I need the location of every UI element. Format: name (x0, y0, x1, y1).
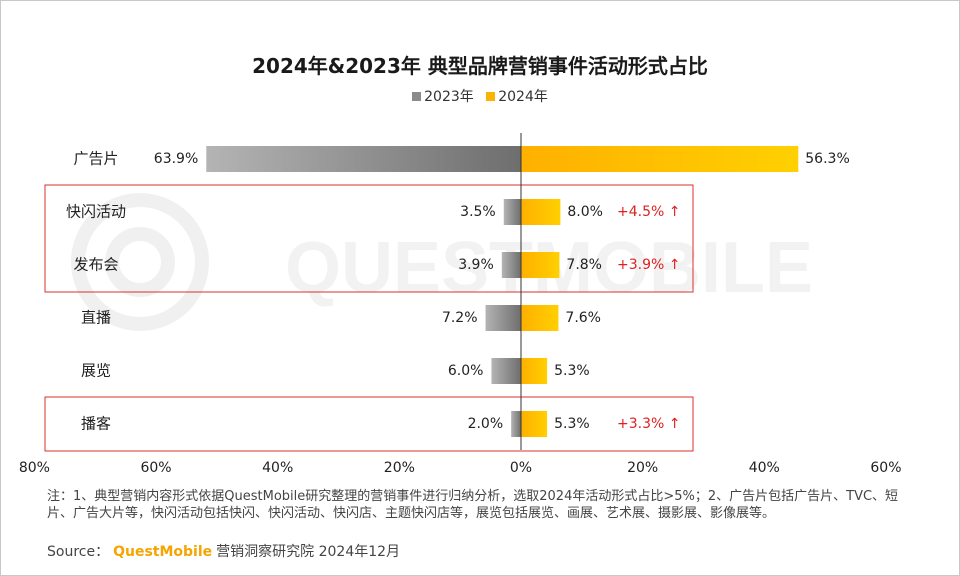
source-line: Source： QuestMobile 营销洞察研究院 2024年12月 (47, 541, 400, 561)
legend-swatch-2023 (412, 91, 422, 101)
growth-annotation: +3.9% ↑ (617, 257, 680, 273)
chart-title: 2024年&2023年 典型品牌营销事件活动形式占比 (252, 54, 708, 78)
footnote: 注：1、典型营销内容形式依据QuestMobile研究整理的营销事件进行归纳分析… (47, 489, 899, 521)
source-prefix: Source： (47, 544, 110, 560)
data-label-2024: 8.0% (567, 204, 603, 220)
bar-2024 (521, 252, 560, 278)
legend-label-2023: 2023年 (424, 89, 474, 105)
category-label: 快闪活动 (66, 203, 126, 221)
data-label-2024: 7.8% (566, 257, 602, 273)
butterfly-bar-chart: 广告片 63.9% 56.3% 快闪活动 3.5% 8.0% 发布会 3.9% 7.8% 直播 7.… (19, 133, 902, 476)
legend-label-2024: 2024年 (498, 89, 548, 105)
legend: 2023年 2024年 (0, 86, 960, 106)
category-label: 播客 (81, 415, 111, 433)
x-tick-label: 20% (627, 460, 658, 476)
legend-item-2023: 2023年 (412, 86, 474, 106)
bar-2023 (491, 358, 521, 384)
bar-2023 (503, 199, 521, 225)
data-label-2024: 5.3% (554, 416, 590, 432)
category-label: 展览 (81, 362, 111, 380)
data-label-2023: 2.0% (468, 416, 504, 432)
bar-2024 (521, 358, 548, 384)
data-label-2024: 5.3% (554, 363, 590, 379)
x-tick-label: 20% (384, 460, 415, 476)
bar-2024 (521, 146, 799, 172)
bar-2024 (521, 305, 559, 331)
legend-item-2024: 2024年 (486, 86, 548, 106)
data-label-2023: 3.5% (460, 204, 496, 220)
bar-2023 (206, 146, 522, 172)
x-tick-label: 40% (262, 460, 293, 476)
data-label-2024: 56.3% (805, 151, 849, 167)
growth-annotation: +3.3% ↑ (617, 416, 680, 432)
bar-2023 (485, 305, 521, 331)
data-label-2023: 3.9% (458, 257, 494, 273)
category-label: 直播 (81, 309, 111, 327)
data-label-2024: 7.6% (565, 310, 601, 326)
x-tick-label: 80% (19, 460, 50, 476)
data-label-2023: 63.9% (154, 151, 198, 167)
legend-swatch-2024 (486, 91, 496, 101)
highlight-box-0 (44, 184, 694, 293)
category-label: 发布会 (73, 256, 118, 274)
data-label-2023: 7.2% (442, 310, 478, 326)
x-tick-label: 0% (510, 460, 532, 476)
bar-2024 (521, 411, 548, 437)
source-brand: QuestMobile (113, 544, 213, 560)
category-label: 广告片 (73, 150, 118, 168)
data-label-2023: 6.0% (448, 363, 484, 379)
x-tick-label: 60% (140, 460, 171, 476)
growth-annotation: +4.5% ↑ (617, 204, 680, 220)
source-suffix: 营销洞察研究院 2024年12月 (216, 544, 401, 560)
bar-2024 (521, 199, 561, 225)
bar-2023 (511, 411, 521, 437)
x-tick-label: 40% (749, 460, 780, 476)
x-tick-label: 60% (870, 460, 901, 476)
highlight-box-1 (44, 396, 694, 452)
bar-2023 (501, 252, 521, 278)
